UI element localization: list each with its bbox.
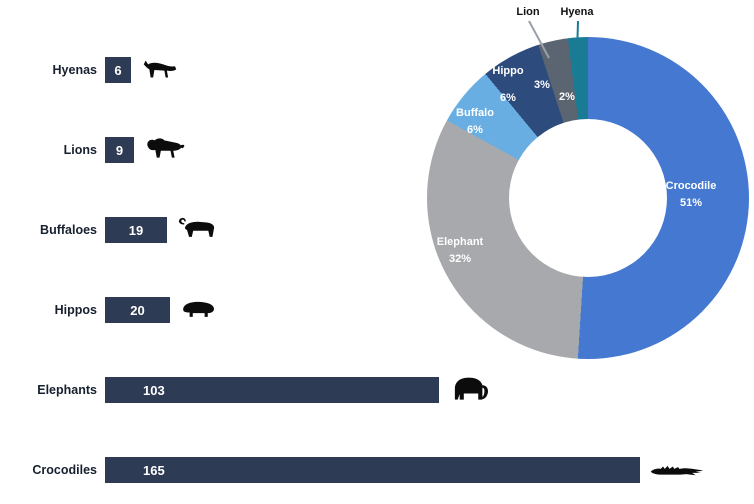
bar-row-hippos: Hippos 20 xyxy=(0,297,740,323)
callout-label-lion: Lion xyxy=(516,6,540,18)
bar: 20 xyxy=(105,297,170,323)
category-label: Buffaloes xyxy=(40,223,97,237)
segment-name: Elephant xyxy=(436,236,484,248)
segment-label-crocodile: Crocodile 51% xyxy=(648,181,734,209)
segment-name: Crocodile xyxy=(665,180,717,192)
bar-row-lions: Lions 9 xyxy=(0,137,740,163)
hyena-icon xyxy=(140,57,180,83)
callout-label-hyena: Hyena xyxy=(560,6,594,18)
segment-name: Hippo xyxy=(492,65,524,77)
segment-name: Buffalo xyxy=(456,107,494,119)
segment-label-buffalo: Buffalo 6% xyxy=(442,108,508,136)
bar-row-crocodiles: Crocodiles 165 xyxy=(0,457,740,483)
segment-percent: 6% xyxy=(500,92,516,104)
bar: 19 xyxy=(105,217,167,243)
bar-row-hyenas: Hyenas 6 xyxy=(0,57,740,83)
category-label: Hyenas xyxy=(52,63,97,77)
category-label: Hippos xyxy=(54,303,97,317)
bar: 9 xyxy=(105,137,134,163)
hippo-icon xyxy=(179,297,219,323)
segment-label-hippo: Hippo 6% xyxy=(480,66,536,104)
category-label: Lions xyxy=(63,143,97,157)
category-label: Elephants xyxy=(37,383,97,397)
lion-icon xyxy=(143,136,187,164)
bar-row-elephants: Elephants 103 xyxy=(0,377,740,403)
bar-chart: Hyenas 6 Lions 9 Buffaloes 19 Hippos 20 Elephant… xyxy=(0,57,740,504)
bar: 165 xyxy=(105,457,640,483)
donut-hole xyxy=(509,119,667,277)
segment-percent-hyena: 2% xyxy=(559,91,575,103)
crocodile-icon xyxy=(649,460,705,480)
elephant-icon xyxy=(448,374,492,406)
category-label: Crocodiles xyxy=(32,463,97,477)
segment-percent: 6% xyxy=(467,124,483,136)
segment-label-elephant: Elephant 32% xyxy=(420,237,500,265)
bar-row-buffaloes: Buffaloes 19 xyxy=(0,217,740,243)
buffalo-icon xyxy=(176,215,220,245)
segment-percent-lion: 3% xyxy=(534,79,550,91)
bar: 103 xyxy=(105,377,439,403)
segment-percent: 51% xyxy=(679,197,703,209)
bar: 6 xyxy=(105,57,131,83)
segment-percent: 32% xyxy=(448,253,472,265)
